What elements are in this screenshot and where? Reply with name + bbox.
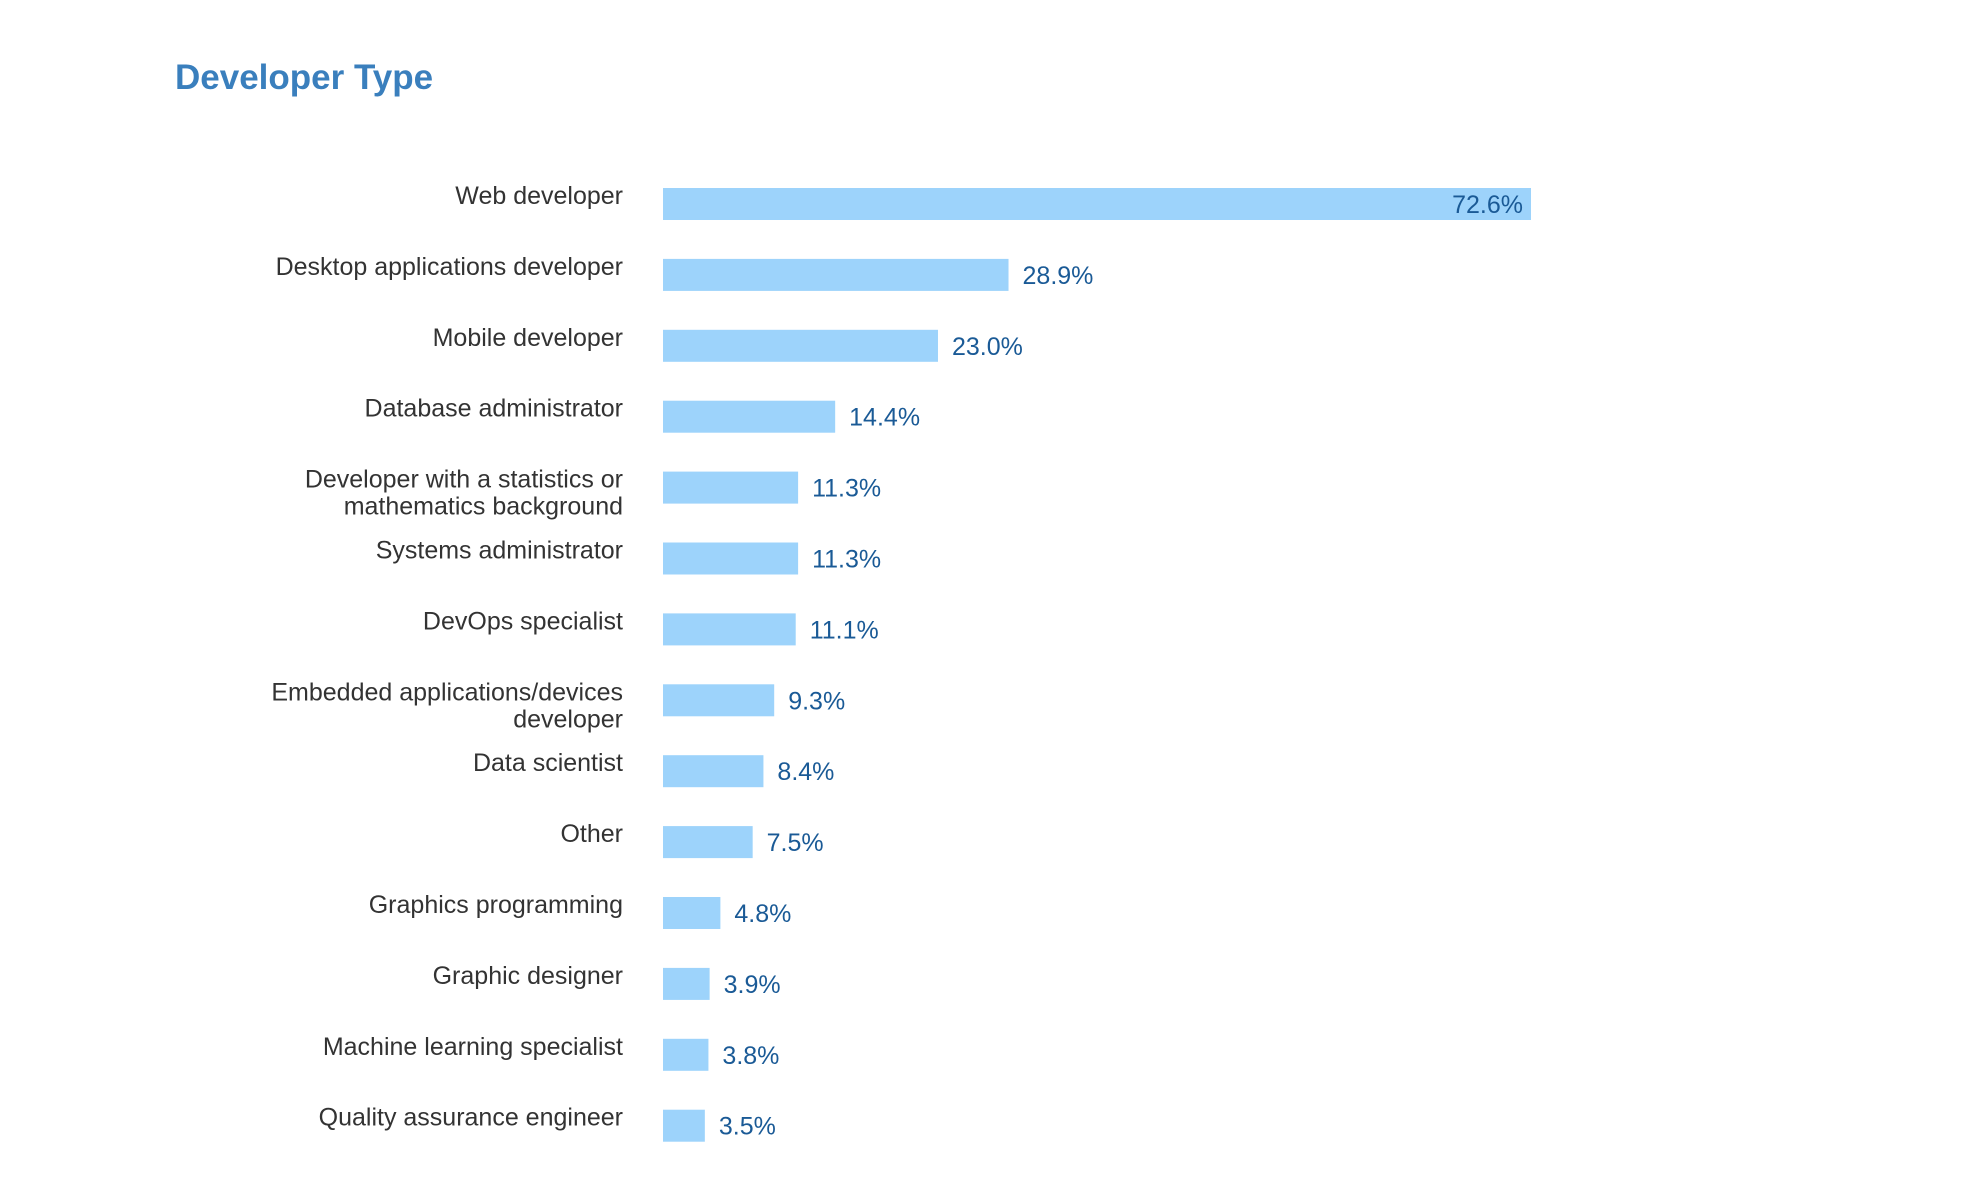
bar xyxy=(663,1109,705,1142)
category-label: Developer with a statistics or mathematic… xyxy=(305,466,623,521)
value-label: 11.1% xyxy=(810,616,879,644)
category-label: Data scientist xyxy=(473,749,623,777)
value-label: 72.6% xyxy=(1452,191,1523,219)
category-label: Embedded applications/devices developer xyxy=(271,678,623,733)
category-label: Web developer xyxy=(455,182,623,210)
value-label: 9.3% xyxy=(788,687,845,715)
bar xyxy=(663,897,721,929)
bar xyxy=(663,542,799,575)
value-label: 3.9% xyxy=(724,971,781,999)
bar xyxy=(663,471,799,504)
value-label: 3.5% xyxy=(719,1113,776,1141)
category-label: Database administrator xyxy=(365,395,623,423)
value-label: 28.9% xyxy=(1023,262,1094,290)
bar xyxy=(663,258,1009,291)
category-label: Mobile developer xyxy=(433,324,623,352)
bar xyxy=(663,188,1531,220)
bar xyxy=(663,400,836,433)
category-label: Systems administrator xyxy=(376,537,623,565)
bar xyxy=(663,755,764,788)
bar xyxy=(663,329,938,362)
value-label: 11.3% xyxy=(812,546,881,574)
bar xyxy=(663,613,796,646)
bar xyxy=(663,684,775,717)
value-labels: 72.6% 28.9% 23.0% 14.4% 11.3% 11.3% 11.1% 9.3% 8… xyxy=(719,191,1523,1141)
category-labels: Web developer Desktop applications develo… xyxy=(271,182,623,1132)
category-label: Machine learning specialist xyxy=(323,1033,623,1061)
bars-layer xyxy=(663,188,1531,1142)
chart-title: Developer Type xyxy=(175,58,434,97)
category-label: Other xyxy=(560,820,623,848)
category-label: Desktop applications developer xyxy=(276,253,623,281)
category-label: Graphic designer xyxy=(433,962,623,990)
value-label: 3.8% xyxy=(722,1042,779,1070)
value-label: 14.4% xyxy=(849,404,920,432)
category-label: Quality assurance engineer xyxy=(319,1104,623,1132)
value-label: 7.5% xyxy=(767,829,824,857)
bar xyxy=(663,1038,709,1071)
bar xyxy=(663,826,753,859)
value-label: 8.4% xyxy=(777,758,834,786)
category-label: DevOps specialist xyxy=(423,607,623,635)
category-label: Graphics programming xyxy=(369,891,623,919)
value-label: 4.8% xyxy=(734,900,791,928)
bar xyxy=(663,967,710,1000)
value-label: 11.3% xyxy=(812,475,881,503)
value-label: 23.0% xyxy=(952,333,1023,361)
